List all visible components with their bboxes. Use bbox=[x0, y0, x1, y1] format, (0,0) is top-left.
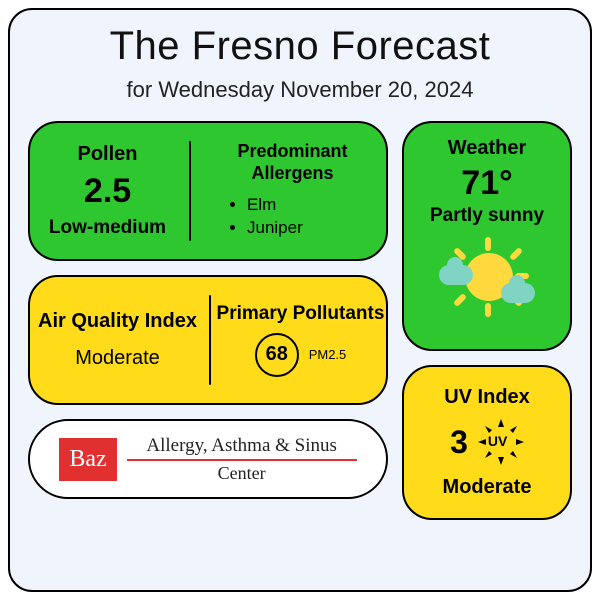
allergens-list: Elm Juniper bbox=[207, 192, 378, 241]
allergen-item: Juniper bbox=[247, 218, 378, 238]
weather-temp: 71° bbox=[461, 164, 512, 203]
allergens-header: Predominant Allergens bbox=[207, 141, 378, 184]
pollen-level: Low-medium bbox=[30, 217, 185, 239]
weather-card: Weather 71° Partly sunny bbox=[402, 121, 572, 351]
sponsor-text: Allergy, Asthma & Sinus Center bbox=[127, 435, 357, 484]
divider bbox=[189, 141, 191, 241]
weather-description: Partly sunny bbox=[430, 205, 544, 227]
pollutants-section: Primary Pollutants 68 PM2.5 bbox=[215, 277, 386, 403]
uv-sun-icon: UV bbox=[478, 419, 524, 465]
page-title: The Fresno Forecast bbox=[26, 24, 574, 69]
uv-value: 3 bbox=[450, 424, 468, 461]
weather-label: Weather bbox=[448, 137, 527, 160]
baz-badge: Baz bbox=[59, 438, 116, 481]
aqi-pollutant: PM2.5 bbox=[309, 347, 347, 362]
sponsor-line2: Center bbox=[218, 463, 266, 484]
uv-level: Moderate bbox=[443, 476, 532, 499]
aqi-summary: Air Quality Index Moderate bbox=[30, 277, 205, 403]
pollutants-header: Primary Pollutants bbox=[217, 303, 385, 325]
forecast-frame: The Fresno Forecast for Wednesday Novemb… bbox=[8, 8, 592, 592]
sponsor-line1: Allergy, Asthma & Sinus bbox=[146, 435, 337, 457]
uv-label: UV Index bbox=[444, 386, 530, 409]
uv-badge-text: UV bbox=[488, 433, 507, 449]
allergens-section: Predominant Allergens Elm Juniper bbox=[195, 123, 386, 259]
uv-row: 3 UV bbox=[450, 419, 524, 465]
pollen-value: 2.5 bbox=[30, 172, 185, 211]
pollutant-row: 68 PM2.5 bbox=[255, 333, 347, 377]
aqi-value: 68 bbox=[255, 333, 299, 377]
cards-grid: Pollen 2.5 Low-medium Predominant Allerg… bbox=[26, 121, 574, 571]
pollen-label: Pollen bbox=[30, 143, 185, 166]
divider bbox=[209, 295, 211, 385]
pollen-summary: Pollen 2.5 Low-medium bbox=[30, 123, 185, 259]
partly-sunny-icon bbox=[437, 235, 537, 315]
aqi-level: Moderate bbox=[30, 347, 205, 370]
pollen-card: Pollen 2.5 Low-medium Predominant Allerg… bbox=[28, 121, 388, 261]
sponsor-logo-card: Baz Allergy, Asthma & Sinus Center bbox=[28, 419, 388, 499]
aqi-label: Air Quality Index bbox=[30, 310, 205, 333]
allergen-item: Elm bbox=[247, 195, 378, 215]
aqi-card: Air Quality Index Moderate Primary Pollu… bbox=[28, 275, 388, 405]
uv-card: UV Index 3 bbox=[402, 365, 572, 520]
sponsor-divider bbox=[127, 459, 357, 461]
page-subtitle: for Wednesday November 20, 2024 bbox=[26, 77, 574, 103]
